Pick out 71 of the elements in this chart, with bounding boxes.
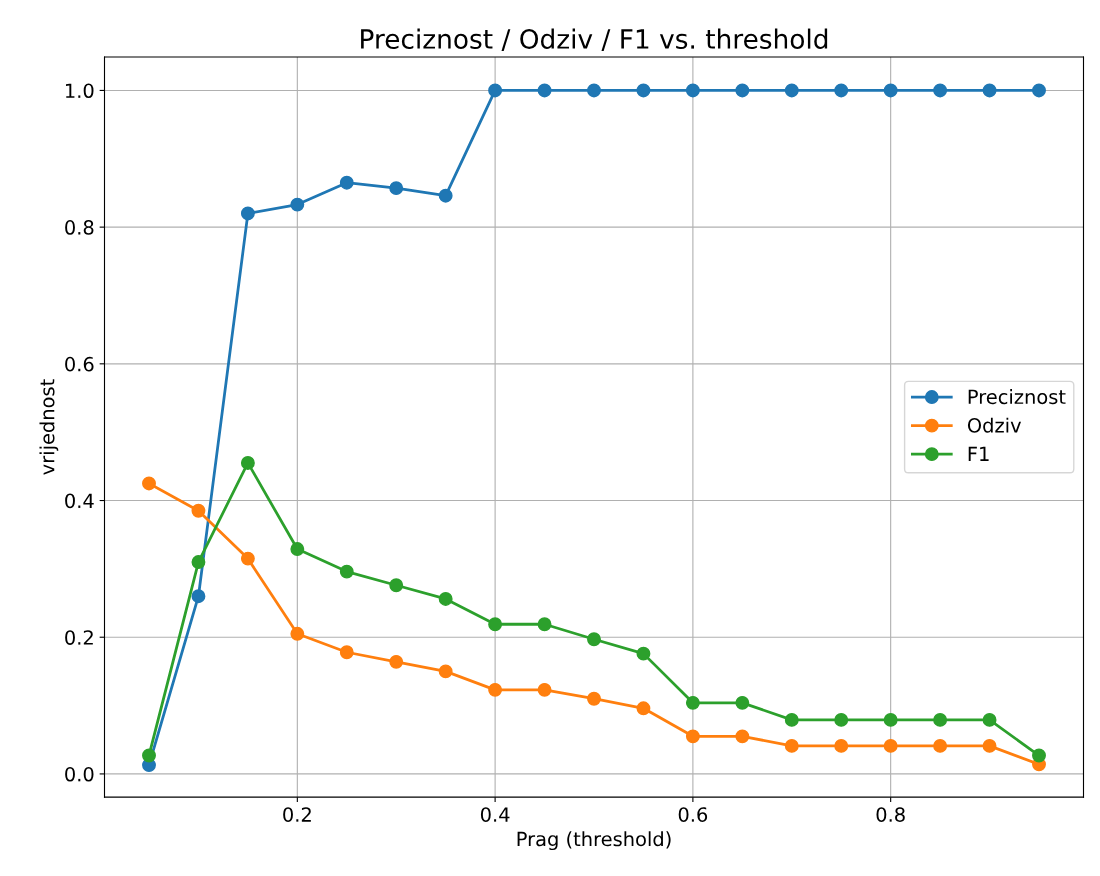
point <box>240 206 255 221</box>
point <box>438 592 453 606</box>
point <box>142 476 156 491</box>
point <box>735 83 750 98</box>
point <box>735 695 750 710</box>
point <box>883 738 898 753</box>
point <box>339 564 354 579</box>
point <box>339 645 354 660</box>
point <box>537 617 552 632</box>
point <box>240 551 255 566</box>
point <box>784 83 799 98</box>
y-tick-label: 0.0 <box>65 766 94 782</box>
x-tick-label: 0.8 <box>876 807 905 822</box>
y-axis-title: vrijednost <box>39 379 59 475</box>
point <box>191 503 206 518</box>
point <box>883 712 898 727</box>
y-tick-label: 1.0 <box>65 83 94 99</box>
point <box>587 83 601 98</box>
point <box>537 682 552 697</box>
point <box>1032 83 1046 98</box>
point <box>191 555 206 569</box>
point <box>290 626 305 641</box>
point <box>389 578 404 593</box>
point <box>488 682 503 697</box>
point <box>389 181 404 196</box>
y-tick-label: 0.4 <box>65 493 94 509</box>
point <box>784 712 799 727</box>
point <box>290 542 305 556</box>
chart-title: Preciznost / Odziv / F1 vs. threshold <box>361 28 828 52</box>
point <box>587 632 601 647</box>
point <box>834 738 849 753</box>
point <box>982 712 997 727</box>
point <box>685 695 700 710</box>
point <box>537 83 552 98</box>
legend-label: Odziv <box>967 417 1022 433</box>
point <box>438 188 453 203</box>
point <box>636 83 651 98</box>
point <box>240 455 255 470</box>
x-tick-label: 0.2 <box>283 807 311 822</box>
point <box>339 175 354 190</box>
point <box>834 712 849 727</box>
point <box>883 83 898 98</box>
point <box>933 83 948 98</box>
point <box>982 83 997 98</box>
y-tick-label: 0.8 <box>65 220 94 235</box>
point <box>488 617 503 632</box>
point <box>438 664 453 679</box>
point <box>933 712 948 727</box>
point <box>1032 748 1046 763</box>
point <box>685 729 700 744</box>
point <box>685 83 700 98</box>
x-tick-label: 0.4 <box>480 807 510 822</box>
point <box>488 83 503 98</box>
point <box>290 197 305 212</box>
point <box>834 83 849 98</box>
point <box>191 589 206 604</box>
x-axis-title: Prag (threshold) <box>517 831 671 851</box>
legend-label: Preciznost <box>968 389 1066 405</box>
point <box>636 701 651 716</box>
y-tick-label: 0.6 <box>65 356 94 372</box>
point <box>933 738 948 753</box>
point <box>142 748 156 763</box>
point <box>389 654 404 669</box>
point <box>784 738 799 753</box>
point <box>636 646 651 661</box>
point <box>735 729 750 744</box>
y-tick-label: 0.2 <box>65 630 93 645</box>
point <box>587 691 601 706</box>
point <box>982 738 997 753</box>
legend-label: F1 <box>968 446 989 461</box>
x-tick-label: 0.6 <box>678 807 708 822</box>
